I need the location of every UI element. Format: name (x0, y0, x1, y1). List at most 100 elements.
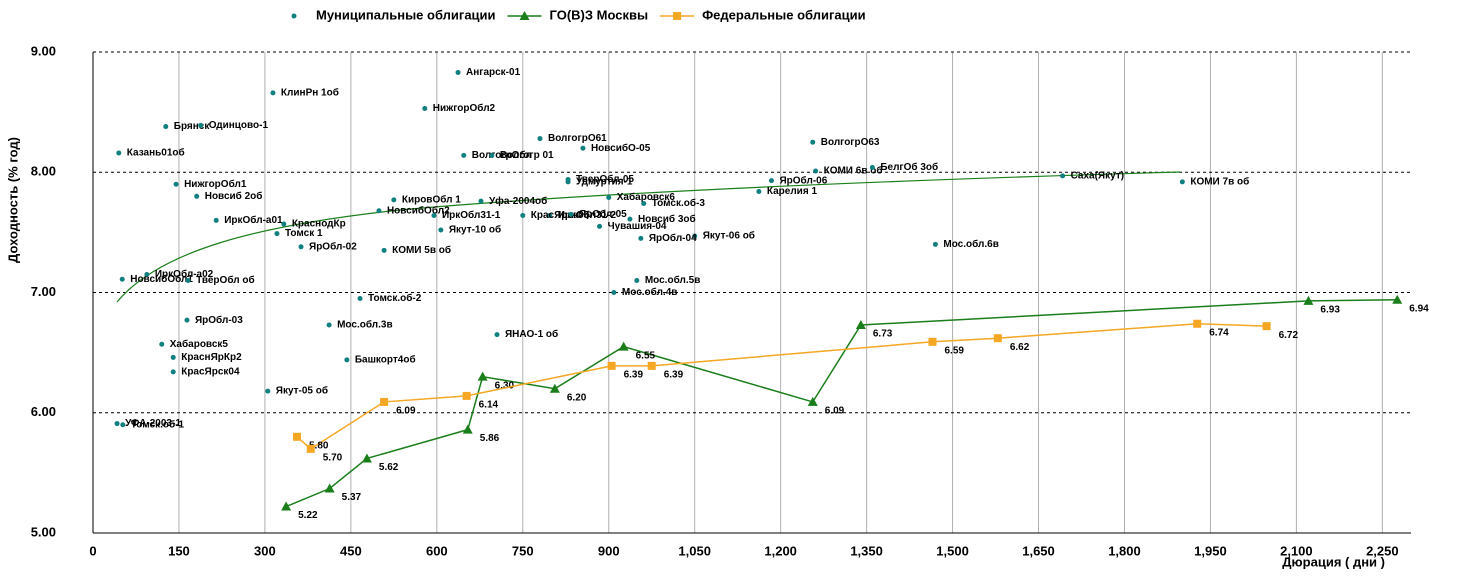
x-tick-label: 2,250 (1366, 543, 1399, 558)
marker (184, 317, 190, 323)
marker (1392, 294, 1403, 304)
point-label: Башкорт4об (355, 353, 416, 365)
marker (431, 213, 437, 219)
x-tick-label: 1,800 (1108, 543, 1141, 558)
marker (291, 13, 297, 19)
x-tick-label: 2,100 (1280, 543, 1313, 558)
x-tick-label: 1,200 (764, 543, 797, 558)
point-label: ВолгогрО61 (548, 133, 607, 144)
point-label: БелгОб 3об (880, 161, 938, 173)
marker (213, 217, 219, 223)
marker (618, 341, 629, 351)
x-tick-label: 750 (512, 543, 534, 558)
marker (768, 178, 774, 184)
y-tick-label: 6.00 (31, 404, 56, 419)
value-label: 6.94 (1409, 303, 1429, 314)
point-label: Уфа-2004об (489, 195, 547, 207)
point-label: УФА-2003-1 (125, 418, 181, 429)
legend-label: Муниципальные облигации (316, 7, 496, 22)
value-label: 5.70 (323, 452, 343, 463)
point-label: Саха(Якут) (1071, 170, 1124, 181)
marker (274, 231, 280, 237)
marker (461, 152, 467, 158)
point-label: КлинРн 1об (281, 87, 339, 99)
marker (326, 322, 332, 328)
marker (520, 213, 526, 219)
point-label: Чувашия-04 (608, 221, 667, 232)
point-label: Хабаровск5 (170, 338, 229, 350)
point-label: Томск 1 (285, 228, 323, 239)
series-line (296, 323, 1267, 450)
point-label: Мос.обл.5в (645, 274, 701, 286)
value-label: 6.20 (567, 392, 587, 403)
marker (438, 227, 444, 233)
y-tick-label: 9.00 (31, 43, 56, 58)
marker (810, 139, 816, 145)
point-label: ВолгогрОбл (472, 149, 532, 161)
marker (144, 271, 150, 277)
point-label: НовсибОбл2 (387, 204, 450, 216)
marker (547, 213, 553, 219)
point-label: Якут-10 об (449, 224, 501, 236)
marker (163, 124, 169, 130)
marker (932, 241, 938, 247)
value-label: 6.72 (1279, 330, 1299, 341)
point-label: КрасЯрск04 (181, 367, 240, 378)
marker (756, 188, 762, 194)
value-label: 6.62 (1010, 342, 1030, 353)
x-tick-label: 1,950 (1194, 543, 1227, 558)
point-label: Томск.об-1 (131, 418, 185, 430)
point-label: Волгогр 01 (500, 150, 554, 161)
x-tick-label: 900 (598, 543, 620, 558)
x-tick-label: 1,500 (936, 543, 969, 558)
point-label: Мос.обл.3в (337, 319, 393, 331)
point-label: ЯрОбл-04 (649, 232, 697, 244)
marks: Ангарск-01 КлинРн 1об НижгорОбл2 Брянск Один… (114, 67, 1429, 521)
point-label: КрасЯрск05 (531, 210, 590, 221)
point-label: ИркОбл-а01 (224, 214, 283, 226)
point-label: Ангарск-01 (466, 67, 521, 78)
x-tick-label: 1,650 (1022, 543, 1055, 558)
point-label: КраснЯрКр2 (181, 352, 242, 363)
legend: Муниципальные облигации ГО(В)З Москвы Феде… (291, 7, 866, 22)
point-label: КОМИ 7в об (1190, 176, 1249, 188)
marker (641, 201, 647, 207)
marker (380, 397, 389, 406)
point-label: КОМИ 6в об (824, 165, 883, 177)
marker (869, 164, 875, 170)
marker (376, 208, 382, 214)
value-label: 6.39 (664, 369, 684, 380)
x-tick-label: 300 (254, 543, 276, 558)
marker (170, 354, 176, 360)
marker (489, 152, 495, 158)
x-axis-title: Дюрация ( дни ) (1282, 554, 1385, 569)
value-label: 6.30 (495, 380, 515, 391)
marker (298, 244, 304, 250)
point-label: Брянск (174, 121, 211, 132)
point-label: КраснодКр (292, 219, 346, 230)
marker (173, 181, 179, 187)
marker (462, 424, 473, 434)
marker (281, 221, 287, 227)
value-label: 6.74 (1209, 327, 1229, 338)
marker (306, 444, 315, 453)
y-tick-label: 7.00 (31, 284, 56, 299)
marker (198, 122, 204, 128)
point-label: ВолгогрО63 (821, 137, 880, 148)
value-label: 6.93 (1320, 305, 1340, 316)
marker (324, 483, 335, 493)
marker (114, 421, 120, 427)
marker (647, 361, 656, 370)
value-label: 5.86 (480, 433, 500, 444)
point-label: ЯрОбл-06 (779, 174, 827, 186)
marker (627, 216, 633, 222)
marker (692, 233, 698, 239)
point-label: ТверОбл об (196, 274, 255, 286)
value-label: 5.37 (342, 492, 362, 503)
marker (673, 12, 682, 20)
point-label: ИркОбл31-1 (442, 209, 501, 221)
marker (391, 197, 397, 203)
marker (1193, 319, 1202, 328)
